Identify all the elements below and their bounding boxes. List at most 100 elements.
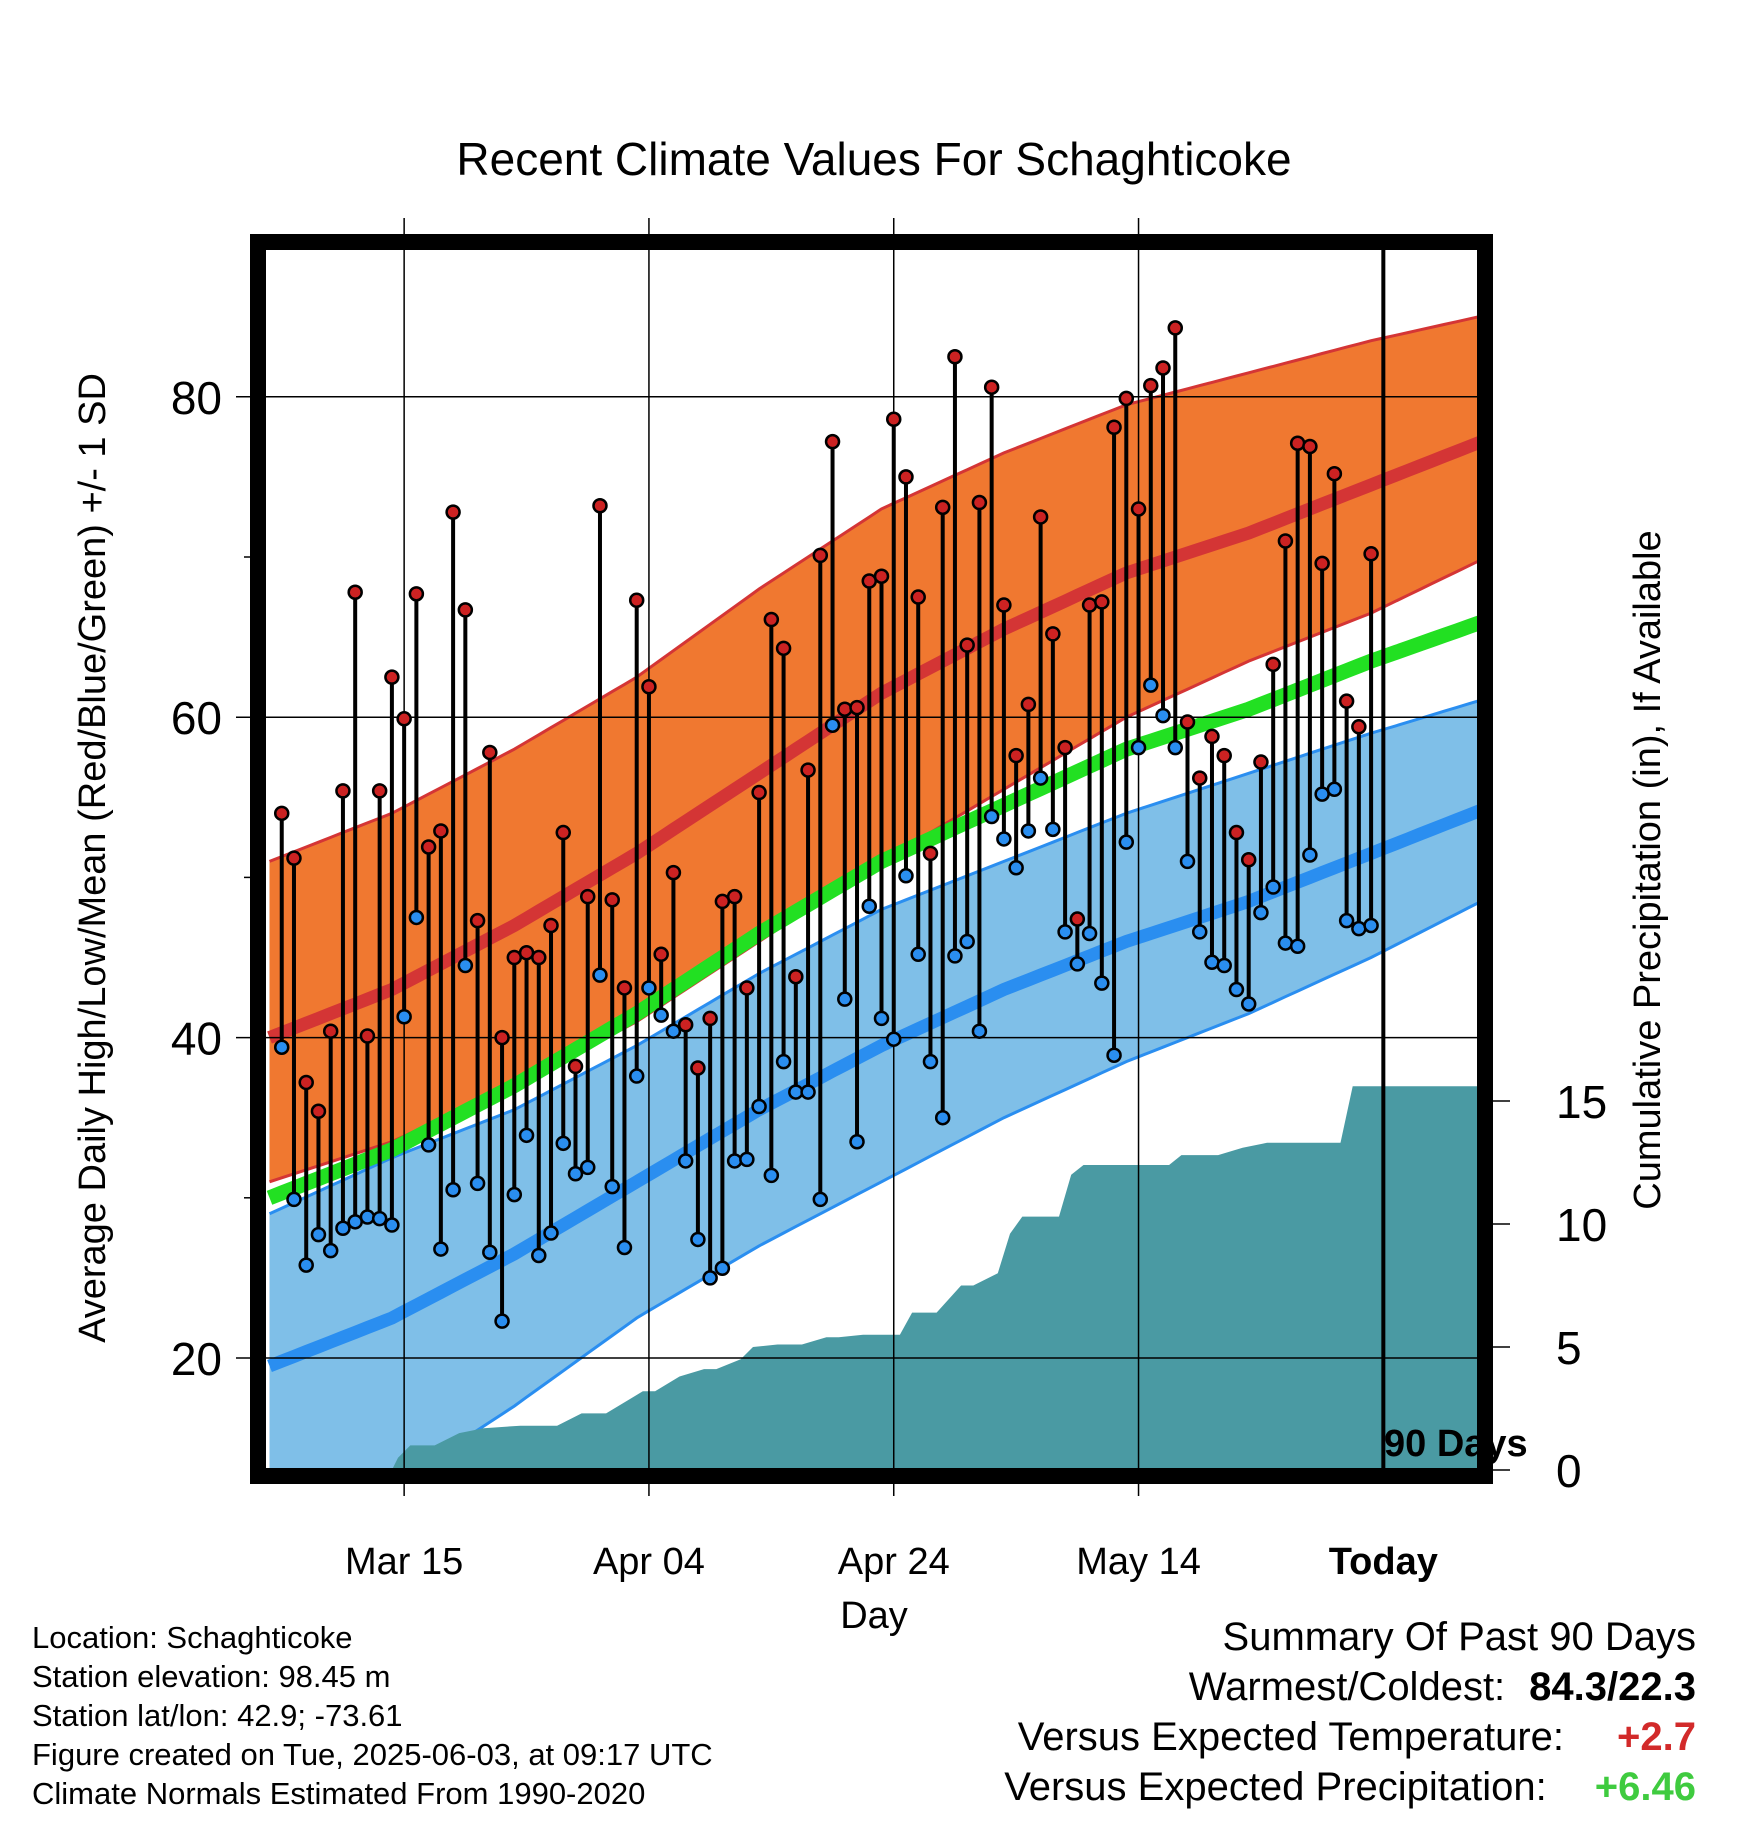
daily-low-point — [543, 1225, 559, 1241]
daily-low-point — [996, 831, 1012, 847]
daily-high-point — [322, 1023, 339, 1039]
daily-high-point — [531, 949, 547, 966]
daily-low-point — [837, 991, 853, 1007]
daily-high-point — [384, 669, 400, 685]
daily-low-point — [739, 1151, 755, 1168]
daily-low-point — [1032, 770, 1049, 786]
daily-high-point — [1143, 377, 1159, 394]
daily-high-point — [286, 850, 302, 866]
daily-low-point — [567, 1166, 584, 1182]
daily-high-point — [641, 679, 657, 695]
y2-tick-label: 15 — [1556, 1076, 1607, 1128]
daily-high-point — [359, 1028, 376, 1044]
daily-low-point — [1326, 781, 1343, 798]
daily-high-point — [482, 744, 498, 761]
daily-high-point — [1240, 852, 1257, 868]
daily-high-point — [1204, 728, 1220, 745]
daily-low-point — [677, 1153, 694, 1169]
daily-low-point — [1069, 956, 1086, 972]
daily-high-point — [469, 912, 486, 929]
daily-low-point — [641, 980, 657, 996]
daily-high-point — [543, 917, 559, 934]
daily-low-point — [1363, 917, 1379, 934]
daily-low-point — [1008, 860, 1024, 876]
daily-high-point — [934, 499, 951, 516]
daily-high-point — [849, 699, 865, 716]
daily-low-point — [604, 1178, 620, 1195]
daily-low-point — [1277, 935, 1294, 951]
daily-low-point — [286, 1191, 302, 1208]
plot-frame — [250, 234, 1493, 1484]
daily-low-point — [1265, 879, 1281, 895]
daily-low-point — [1106, 1047, 1122, 1063]
daily-high-point — [775, 640, 792, 657]
daily-low-point — [1167, 739, 1184, 756]
daily-low-point — [898, 868, 914, 884]
daily-low-point — [1179, 853, 1196, 870]
daily-low-point — [653, 1007, 669, 1023]
daily-high-point — [1191, 770, 1208, 786]
daily-high-point — [494, 1029, 510, 1046]
daily-high-point — [1253, 754, 1269, 770]
daily-low-point — [1204, 954, 1220, 971]
daily-high-point — [335, 783, 351, 799]
daily-high-point — [420, 839, 437, 855]
daily-high-point — [1216, 747, 1232, 764]
daily-high-point — [1351, 719, 1367, 735]
daily-low-point — [690, 1231, 706, 1248]
daily-high-point — [1130, 501, 1147, 517]
daily-low-point — [408, 909, 425, 926]
daily-high-point — [800, 762, 816, 778]
x-axis-label: Day — [840, 1595, 908, 1637]
daily-low-point — [433, 1241, 449, 1257]
daily-high-point — [1179, 714, 1196, 730]
daily-low-point — [335, 1220, 351, 1236]
daily-high-point — [983, 379, 1000, 395]
daily-high-point — [1265, 656, 1281, 673]
daily-high-point — [579, 888, 596, 905]
daily-high-point — [1032, 509, 1049, 525]
daily-low-point — [371, 1210, 388, 1227]
daily-low-point — [469, 1175, 486, 1192]
high-sd-upper-line — [268, 313, 1485, 863]
daily-high-point — [677, 1017, 694, 1033]
daily-high-point — [947, 349, 963, 365]
daily-low-point — [579, 1159, 596, 1176]
daily-low-point — [910, 946, 926, 963]
daily-low-point — [1253, 904, 1269, 921]
daily-high-point — [959, 637, 975, 653]
daily-low-point — [420, 1137, 437, 1153]
y-tick-label: 80 — [171, 372, 222, 424]
daily-high-point — [310, 1103, 327, 1120]
daily-low-point — [506, 1186, 523, 1203]
x-tick-label: Apr 04 — [593, 1541, 705, 1583]
created-text: Figure created on Tue, 2025-06-03, at 09… — [32, 1737, 713, 1772]
daily-low-point — [396, 1009, 412, 1025]
daily-high-point — [922, 845, 939, 862]
daily-high-point — [592, 497, 608, 514]
daily-low-point — [1338, 912, 1355, 929]
daily-low-point — [726, 1153, 743, 1169]
daily-high-point — [910, 589, 926, 605]
low-sd-band — [269, 698, 1485, 1476]
y-tick-label: 40 — [171, 1013, 222, 1065]
daily-low-point — [1216, 957, 1232, 974]
daily-high-point — [555, 824, 572, 841]
daily-high-point — [298, 1074, 314, 1091]
daily-low-point — [873, 1010, 890, 1027]
precip-vs-expected-label: Versus Expected Precipitation: — [1004, 1765, 1547, 1809]
daily-high-point — [1094, 594, 1110, 610]
daily-high-point — [433, 823, 449, 839]
daily-high-point — [1008, 747, 1024, 764]
daily-low-point — [885, 1031, 902, 1047]
temp-vs-expected-row: Versus Expected Temperature: +2.7 — [1004, 1712, 1696, 1762]
daily-low-point — [1351, 920, 1367, 937]
daily-high-point — [408, 586, 425, 602]
normal-low-line — [267, 801, 1485, 1373]
daily-high-point — [1302, 438, 1318, 455]
daily-low-point — [1130, 739, 1147, 756]
warmest-coldest-row: Warmest/Coldest: 84.3/22.3 — [1004, 1662, 1696, 1712]
daily-high-point — [347, 584, 363, 600]
daily-low-point — [922, 1053, 939, 1070]
